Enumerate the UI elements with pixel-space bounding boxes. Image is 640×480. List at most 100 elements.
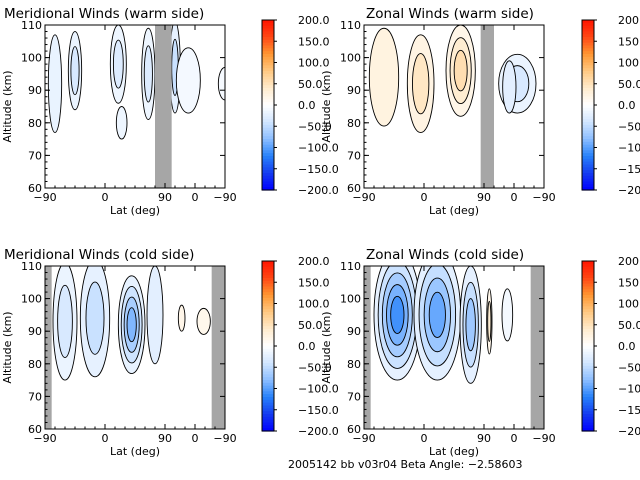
- y-tick-label: 100: [21, 293, 42, 306]
- colorbar-tick-label: 100.0: [298, 298, 330, 311]
- colorbar-tick-label: 200.0: [298, 255, 330, 268]
- wind-cell: [117, 275, 146, 375]
- colorbar: 200.0 150.0 100.0 50.0 0.0 −50.0 −100.0 −150.0 −…: [261, 255, 339, 438]
- x-tick-label: −90: [352, 432, 375, 445]
- y-tick-label: 90: [347, 325, 361, 338]
- no-data-band: [364, 266, 371, 429]
- wind-cell: [47, 34, 63, 134]
- colorbar-tick-label: −50.0: [618, 120, 640, 133]
- colorbar-tick-label: 50.0: [298, 78, 323, 91]
- x-tick-label: −90: [532, 432, 555, 445]
- y-axis-label: Altitude (km): [320, 311, 333, 383]
- y-tick-label: 110: [340, 19, 361, 32]
- chart-panel-3: Meridional Winds (cold side)−90 0 90 0 −9060…: [1, 247, 339, 458]
- x-tick-label: 0: [102, 191, 109, 204]
- chart-panel-1: Meridional Winds (warm side)−90 0 90 0 −9060…: [1, 6, 339, 217]
- chart-title: Meridional Winds (warm side): [4, 6, 204, 22]
- chart-panel-4: Zonal Winds (cold side)−90 0 90 0 −906070809…: [320, 247, 640, 458]
- colorbar-tick-label: 100.0: [618, 298, 640, 311]
- x-tick-label: −90: [213, 432, 236, 445]
- no-data-band: [211, 266, 225, 429]
- colorbar-tick-label: 100.0: [618, 57, 640, 70]
- wind-cell: [501, 288, 514, 342]
- y-tick-label: 80: [28, 117, 42, 130]
- x-tick-label: 90: [477, 191, 491, 204]
- x-tick-label: −90: [213, 191, 236, 204]
- colorbar-tick-label: 150.0: [298, 35, 330, 48]
- y-axis-label: Altitude (km): [320, 70, 333, 142]
- wind-field: [52, 266, 211, 381]
- colorbar-tick-label: −200.0: [298, 425, 339, 438]
- x-tick-label: −90: [532, 191, 555, 204]
- colorbar-tick-label: 200.0: [618, 14, 640, 27]
- colorbar-tick-label: −50.0: [298, 361, 332, 374]
- wind-field: [368, 25, 537, 134]
- x-tick-label: −90: [33, 432, 56, 445]
- wind-cell: [79, 266, 111, 378]
- x-axis-label: Lat (deg): [110, 445, 160, 458]
- colorbar-tick-label: −50.0: [618, 361, 640, 374]
- wind-field: [373, 266, 514, 384]
- y-tick-label: 100: [21, 52, 42, 65]
- x-axis-label: Lat (deg): [110, 204, 160, 217]
- wind-cell: [177, 304, 186, 332]
- colorbar-tick-label: −200.0: [298, 184, 339, 197]
- colorbar: 200.0 150.0 100.0 50.0 0.0 −50.0 −100.0 −150.0 −…: [581, 14, 640, 197]
- chart-title: Zonal Winds (warm side): [366, 6, 534, 22]
- colorbar-tick-label: −100.0: [618, 142, 640, 155]
- wind-cell: [406, 34, 435, 134]
- y-tick-label: 60: [347, 423, 361, 436]
- x-tick-label: 0: [192, 191, 199, 204]
- y-tick-label: 80: [28, 358, 42, 371]
- colorbar-tick-label: 0.0: [618, 99, 636, 112]
- colorbar-tick-label: −150.0: [618, 404, 640, 417]
- y-tick-label: 60: [28, 182, 42, 195]
- x-tick-label: 0: [192, 432, 199, 445]
- colorbar-tick-label: −50.0: [298, 120, 332, 133]
- y-axis-label: Altitude (km): [1, 70, 14, 142]
- colorbar-tick-label: −150.0: [298, 163, 339, 176]
- x-tick-label: 90: [158, 432, 172, 445]
- wind-cell: [368, 27, 400, 127]
- y-tick-label: 90: [347, 84, 361, 97]
- colorbar-tick-label: −150.0: [298, 404, 339, 417]
- y-tick-label: 80: [347, 117, 361, 130]
- y-tick-label: 80: [347, 358, 361, 371]
- wind-cell: [486, 288, 493, 355]
- wind-cell: [502, 60, 517, 114]
- colorbar-tick-label: 0.0: [618, 340, 636, 353]
- no-data-band: [155, 25, 172, 188]
- colorbar-tick-label: 50.0: [298, 319, 323, 332]
- x-tick-label: 0: [102, 432, 109, 445]
- colorbar-tick-label: 150.0: [618, 35, 640, 48]
- y-tick-label: 70: [28, 149, 42, 162]
- wind-cell: [146, 266, 164, 365]
- no-data-band: [480, 25, 494, 188]
- colorbar-tick-label: 50.0: [618, 78, 640, 91]
- wind-field: [47, 25, 225, 140]
- x-tick-label: 0: [511, 432, 518, 445]
- wind-cell: [175, 47, 201, 114]
- colorbar-tick-label: 0.0: [298, 99, 316, 112]
- colorbar-tick-label: −100.0: [298, 383, 339, 396]
- y-tick-label: 90: [28, 84, 42, 97]
- wind-cell: [109, 25, 127, 104]
- wind-cell: [52, 266, 78, 381]
- colorbar-tick-label: 150.0: [618, 276, 640, 289]
- colorbar-tick-label: −100.0: [618, 383, 640, 396]
- wind-cell: [67, 31, 83, 111]
- x-tick-label: −90: [352, 191, 375, 204]
- colorbar-tick-label: −100.0: [298, 142, 339, 155]
- wind-cell: [373, 266, 422, 381]
- colorbar-tick-label: 50.0: [618, 319, 640, 332]
- wind-cell: [413, 266, 462, 381]
- colorbar-tick-label: 150.0: [298, 276, 330, 289]
- colorbar-tick-label: 0.0: [298, 340, 316, 353]
- wind-cell: [445, 25, 476, 117]
- y-tick-label: 100: [340, 52, 361, 65]
- chart-title: Zonal Winds (cold side): [366, 247, 524, 263]
- no-data-band: [530, 266, 544, 429]
- x-tick-label: 90: [477, 432, 491, 445]
- colorbar-tick-label: −200.0: [618, 184, 640, 197]
